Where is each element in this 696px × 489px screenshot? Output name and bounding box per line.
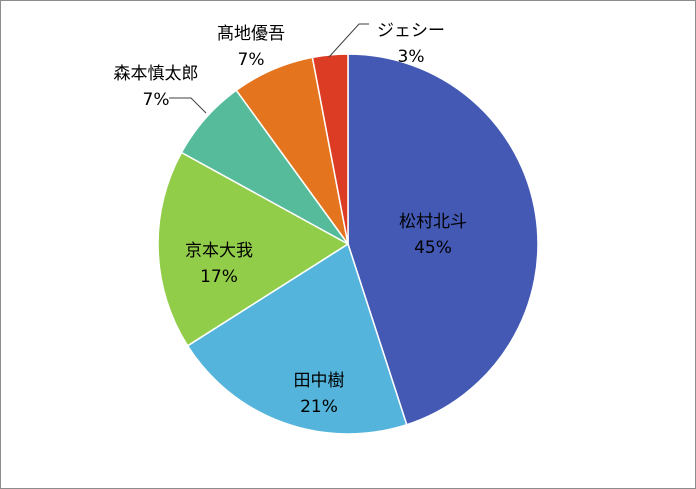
slice-label: 松村北斗: [399, 212, 467, 232]
slice-label: 京本大我: [185, 241, 253, 261]
leader-line: [328, 23, 369, 58]
slice-label: 森本慎太郎: [114, 64, 199, 84]
slice-percent-label: 7%: [238, 50, 265, 70]
slice-percent-label: 21%: [300, 397, 338, 417]
slice-label: 髙地優吾: [217, 24, 285, 44]
slice-percent-label: 17%: [200, 267, 238, 287]
pie-slice: [311, 53, 349, 245]
slice-percent-label: 3%: [398, 47, 425, 67]
pie-slice: [157, 151, 350, 347]
leader-line: [169, 97, 207, 114]
slice-percent-label: 45%: [414, 238, 452, 258]
slice-label: 田中樹: [294, 371, 345, 391]
pie-slice: [186, 242, 408, 435]
slice-label: ジェシー: [377, 21, 445, 41]
pie-slice: [347, 53, 539, 426]
slice-percent-label: 7%: [143, 90, 170, 110]
